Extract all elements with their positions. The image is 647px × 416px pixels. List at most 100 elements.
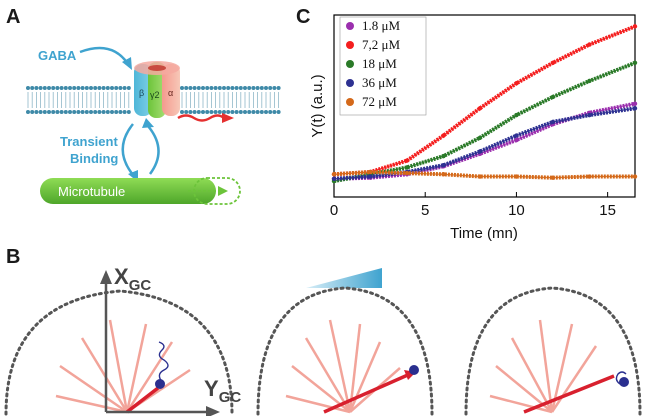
- x-tick-label: 15: [599, 202, 616, 219]
- series-2-point: [587, 42, 592, 47]
- receptor-3-trajectory: [615, 371, 627, 385]
- growth-cone-3-rays: [489, 319, 598, 414]
- series-2-point: [441, 133, 446, 138]
- series-5-point: [514, 174, 519, 179]
- legend-marker-2: [346, 41, 354, 49]
- series-4-point: [514, 133, 519, 138]
- subunit-alpha-label: α: [168, 88, 173, 98]
- series-4-point: [441, 162, 446, 168]
- legend-label-1: 1.8 μM: [362, 18, 400, 33]
- series-5-point: [368, 169, 373, 175]
- series-5-point: [331, 172, 337, 177]
- panel-a-letter: A: [6, 6, 21, 28]
- panel-c-letter: C: [296, 6, 311, 28]
- gaba-receptor-channel: β γ2 α: [134, 61, 180, 118]
- series-5-point: [587, 174, 592, 179]
- series-3-point: [587, 78, 592, 84]
- receptor-1: [155, 379, 165, 389]
- legend-marker-3: [346, 60, 354, 68]
- series-4-point: [632, 106, 638, 111]
- series-2-point: [632, 24, 638, 29]
- plot-frame: [333, 14, 636, 198]
- x-axis-label: Time (mn): [450, 225, 518, 242]
- growth-cone-2-rays: [285, 319, 401, 414]
- growth-arrowhead: [218, 186, 228, 196]
- growth-cone-3-red-ray: [523, 374, 615, 414]
- series-5-point: [550, 175, 556, 180]
- legend-label-2: 7,2 μM: [362, 37, 400, 52]
- legend-label-3: 18 μM: [362, 56, 397, 71]
- series-3-point: [404, 165, 410, 170]
- legend-marker-5: [346, 98, 354, 106]
- y-gc-arrowhead: [206, 406, 220, 416]
- subunit-beta-label: β: [139, 88, 144, 98]
- series-2-point: [514, 81, 519, 86]
- binding-arrow-down: [121, 123, 135, 177]
- growth-cone-1-outline: [4, 289, 234, 416]
- series-4-point: [587, 112, 592, 118]
- growth-cone-1-red-ray: [125, 386, 160, 414]
- series-group: [331, 24, 638, 184]
- growth-cone-1: XGC YGC: [4, 264, 241, 416]
- growth-cone-3-outline: [464, 286, 642, 416]
- microtubule-label: Microtubule: [58, 184, 125, 199]
- binding-arrow-up: [147, 125, 160, 175]
- growth-cone-2-red-ray: [323, 372, 411, 414]
- x-gc-label: XGC: [114, 264, 151, 294]
- series-1-point: [632, 101, 638, 106]
- series-4-point: [331, 176, 337, 181]
- legend-marker-4: [346, 79, 354, 87]
- x-gc-arrowhead: [100, 270, 112, 284]
- series-4-point: [550, 119, 556, 125]
- series-5-point: [441, 172, 446, 177]
- series-4-point: [477, 149, 483, 154]
- legend: 1.8 μM 7,2 μM 18 μM 36 μM 72 μM: [346, 18, 400, 109]
- gaba-arrow: [79, 46, 130, 65]
- y-axis-label: Y(t) (a.u.): [309, 74, 326, 137]
- ion-flow-arrow: [177, 114, 225, 122]
- series-4-point: [368, 174, 373, 179]
- receptor-2: [409, 365, 419, 375]
- series-3-point: [632, 60, 638, 65]
- panel-a-illustration: GABA β γ2 α Transient Binding Microtubul…: [26, 46, 281, 205]
- chart-c: 0 5 10 15 1.8 μM 7,2 μM 18 μM 36 μM 72 μM Time …: [309, 14, 638, 242]
- growth-cone-1-rays: [55, 319, 191, 414]
- panel-b-illustration: XGC YGC: [4, 264, 642, 416]
- series-3-point: [441, 153, 446, 159]
- gaba-label: GABA: [38, 48, 77, 63]
- panel-b-letter: B: [6, 246, 21, 268]
- receptor-3: [619, 377, 629, 387]
- series-3-point: [514, 112, 519, 118]
- legend-label-4: 36 μM: [362, 75, 397, 90]
- legend-marker-1: [346, 22, 354, 30]
- series-1-point: [514, 137, 519, 143]
- x-tick-label: 5: [421, 202, 429, 219]
- growth-cone-2-outline: [256, 286, 434, 416]
- ion-flow-arrowhead: [222, 113, 234, 123]
- legend-box: [339, 16, 427, 116]
- microtubule-bar: [40, 178, 216, 204]
- series-3-point: [550, 94, 556, 100]
- series-3-point: [477, 135, 483, 141]
- gaba-arrowhead: [122, 57, 132, 70]
- binding-arrowhead-up: [142, 118, 154, 128]
- binding-label: Binding: [70, 151, 118, 166]
- transient-label: Transient: [60, 134, 118, 149]
- gradient-wedge: [306, 268, 382, 288]
- series-5-point: [404, 170, 410, 176]
- series-5-point: [632, 174, 638, 179]
- y-gc-label: YGC: [204, 376, 241, 406]
- x-tick-label: 10: [508, 202, 525, 219]
- subunit-gamma2-label: γ2: [150, 90, 160, 100]
- lipid-membrane: [26, 86, 281, 114]
- series-2-point: [477, 106, 483, 111]
- growth-cone-2: [256, 286, 434, 416]
- x-tick-label: 0: [330, 202, 338, 219]
- growth-cone-3: [464, 286, 642, 416]
- tick-group: 0 5 10 15: [330, 192, 616, 219]
- receptor-1-trajectory: [158, 341, 169, 383]
- series-2-point: [550, 60, 556, 65]
- legend-label-5: 72 μM: [362, 94, 397, 109]
- series-2-point: [404, 158, 410, 163]
- series-5-point: [477, 174, 483, 179]
